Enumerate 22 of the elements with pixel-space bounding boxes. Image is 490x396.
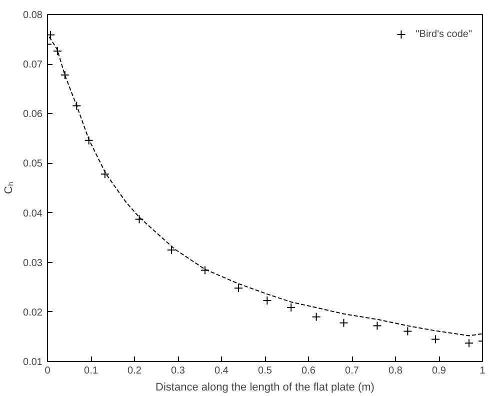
legend-label: "Bird's code" bbox=[416, 28, 472, 40]
y-tick-label: 0.03 bbox=[23, 258, 43, 269]
y-tick-label: 0.08 bbox=[23, 10, 43, 21]
x-tick-label: 0.6 bbox=[302, 366, 316, 376]
x-tick-label: 0.3 bbox=[171, 366, 186, 376]
x-tick-label: 0.2 bbox=[128, 366, 142, 376]
x-tick-label: 1 bbox=[480, 366, 486, 376]
x-tick-label: 0.5 bbox=[258, 366, 272, 376]
x-tick-label: 0.4 bbox=[214, 366, 229, 376]
x-tick-label: 0.9 bbox=[432, 366, 446, 376]
x-axis-title: Distance along the length of the flat plate (m) bbox=[156, 382, 374, 394]
y-tick-label: 0.02 bbox=[23, 307, 43, 318]
y-tick-label: 0.05 bbox=[23, 158, 43, 170]
x-tick-label: 0.7 bbox=[345, 366, 360, 376]
y-tick-label: 0.06 bbox=[23, 109, 43, 120]
y-tick-label: 0.01 bbox=[23, 357, 43, 368]
y-tick-label: 0.07 bbox=[23, 60, 43, 71]
y-axis-title: Cₕ bbox=[3, 182, 16, 194]
x-tick-label: 0.8 bbox=[388, 366, 403, 376]
x-tick-label: 0.1 bbox=[84, 366, 98, 376]
y-tick-label: 0.04 bbox=[23, 208, 43, 220]
x-tick-label: 0 bbox=[44, 366, 51, 376]
